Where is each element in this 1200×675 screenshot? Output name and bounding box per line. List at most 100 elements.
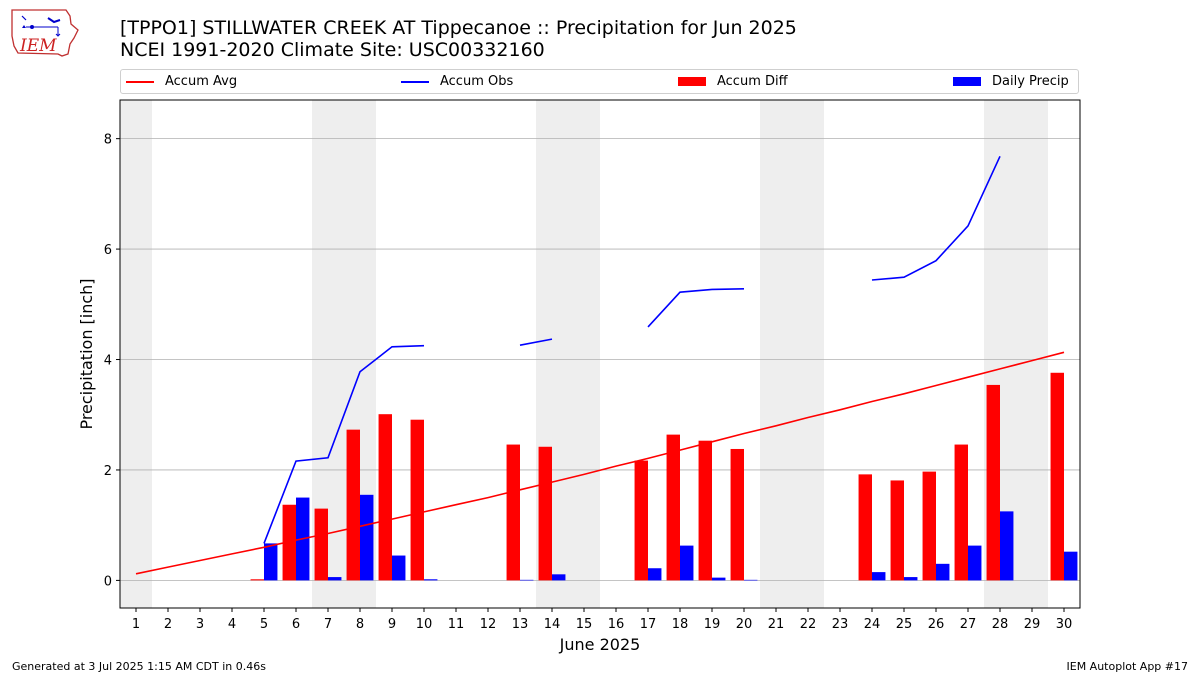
x-tick-label-29: 29 <box>1024 617 1041 632</box>
x-tick-label-30: 30 <box>1056 617 1073 632</box>
bar-daily-precip-day-20 <box>744 579 758 581</box>
bar-daily-precip-day-5 <box>264 543 278 581</box>
x-tick-label-12: 12 <box>480 617 497 632</box>
bar-accum-diff-day-30 <box>1050 372 1064 581</box>
y-tick-label-2: 2 <box>104 464 112 479</box>
bar-accum-diff-day-20 <box>730 448 744 581</box>
weekend-shading <box>120 100 1048 608</box>
x-tick-label-16: 16 <box>608 617 625 632</box>
x-tick-label-27: 27 <box>960 617 977 632</box>
x-tick-label-5: 5 <box>260 617 268 632</box>
x-tick-label-14: 14 <box>544 617 561 632</box>
bar-accum-diff-day-18 <box>666 434 680 581</box>
legend-item-accum-diff: Accum Diff <box>678 70 788 93</box>
x-tick-label-4: 4 <box>228 617 236 632</box>
x-tick-label-9: 9 <box>388 617 396 632</box>
x-tick-label-26: 26 <box>928 617 945 632</box>
logo-text: IEM <box>19 36 57 56</box>
line-accum-obs-segment-2 <box>647 288 745 328</box>
bar-daily-precip-day-8 <box>360 494 374 581</box>
bar-daily-precip-day-7 <box>328 577 342 581</box>
bar-accum-diff-day-28 <box>986 384 1000 581</box>
footer-app-text: IEM Autoplot App #17 <box>1066 660 1189 673</box>
bar-daily-precip-day-26 <box>936 563 950 581</box>
legend-swatch-accum-obs <box>401 80 429 83</box>
y-tick-label-8: 8 <box>104 133 112 148</box>
chart-subtitle: NCEI 1991-2020 Climate Site: USC00332160 <box>120 39 545 61</box>
chart-title-block: [TPPO1] STILLWATER CREEK AT Tippecanoe :… <box>120 17 797 61</box>
x-tick-label-15: 15 <box>576 617 593 632</box>
x-tick-label-25: 25 <box>896 617 913 632</box>
x-tick-label-20: 20 <box>736 617 753 632</box>
bar-daily-precip-day-17 <box>648 568 662 581</box>
bar-accum-diff-day-14 <box>538 446 552 581</box>
weekend-shade-day-29 <box>1016 100 1048 608</box>
footer-generated-text: Generated at 3 Jul 2025 1:15 AM CDT in 0… <box>12 660 266 673</box>
y-tick-label-0: 0 <box>104 574 112 589</box>
legend-item-daily-precip: Daily Precip <box>953 70 1069 93</box>
line-accum-avg-segment-0 <box>135 351 1065 575</box>
bar-accum-diff-day-10 <box>410 419 424 581</box>
iem-logo: IEM <box>11 9 79 57</box>
bar-accum-diff-day-19 <box>698 440 712 581</box>
legend-item-accum-avg: Accum Avg <box>126 70 237 93</box>
x-tick-label-7: 7 <box>324 617 332 632</box>
x-tick-label-3: 3 <box>196 617 204 632</box>
bar-accum-diff-day-8 <box>346 429 360 581</box>
y-axis-label: Precipitation [inch] <box>77 278 96 429</box>
chart-legend: Accum Avg Accum Obs Accum Diff Daily Pre… <box>120 69 1079 94</box>
bar-accum-diff-day-6 <box>282 504 296 581</box>
line-accum-obs-segment-0 <box>263 344 425 544</box>
y-tick-label-6: 6 <box>104 243 112 258</box>
plot-frame <box>119 99 1081 609</box>
legend-item-accum-obs: Accum Obs <box>401 70 513 93</box>
bar-daily-precip-day-25 <box>904 577 918 581</box>
x-tick-label-18: 18 <box>672 617 689 632</box>
x-tick-label-1: 1 <box>132 617 140 632</box>
lines <box>135 155 1065 575</box>
x-tick-label-10: 10 <box>416 617 433 632</box>
legend-label-accum-diff: Accum Diff <box>717 74 788 89</box>
weekend-shade-day-21 <box>760 100 792 608</box>
legend-label-accum-obs: Accum Obs <box>440 74 514 89</box>
weekend-shade-day-1 <box>120 100 152 608</box>
bar-daily-precip-day-28 <box>1000 511 1014 581</box>
bar-daily-precip-day-13 <box>520 579 534 581</box>
bar-accum-diff-day-9 <box>378 414 392 581</box>
bar-daily-precip-day-27 <box>968 545 982 581</box>
x-tick-label-6: 6 <box>292 617 300 632</box>
x-tick-label-28: 28 <box>992 617 1009 632</box>
y-tick-label-4: 4 <box>104 354 112 369</box>
bar-accum-diff-day-24 <box>858 474 872 581</box>
bar-daily-precip-day-19 <box>712 577 726 581</box>
legend-swatch-accum-diff <box>678 77 706 86</box>
legend-swatch-accum-avg <box>126 80 154 83</box>
bar-accum-diff-day-7 <box>314 508 328 581</box>
bar-accum-diff-day-17 <box>634 460 648 581</box>
bar-accum-diff-day-27 <box>954 444 968 581</box>
bar-accum-diff-day-25 <box>890 480 904 581</box>
legend-swatch-daily-precip <box>953 77 981 86</box>
bar-daily-precip-day-30 <box>1064 551 1078 581</box>
x-tick-label-2: 2 <box>164 617 172 632</box>
bar-accum-diff-day-5 <box>250 579 264 581</box>
bar-accum-diff-day-13 <box>506 444 520 581</box>
bar-accum-diff-day-26 <box>922 471 936 581</box>
x-tick-label-13: 13 <box>512 617 529 632</box>
x-axis-label: June 2025 <box>559 635 641 654</box>
chart-title: [TPPO1] STILLWATER CREEK AT Tippecanoe :… <box>120 17 797 39</box>
iowa-state-outline-icon <box>11 9 79 57</box>
line-accum-obs-segment-3 <box>871 155 1001 281</box>
x-tick-label-8: 8 <box>356 617 364 632</box>
bars <box>250 372 1078 581</box>
x-tick-label-11: 11 <box>448 617 465 632</box>
line-accum-obs-segment-1 <box>519 338 553 346</box>
x-tick-label-23: 23 <box>832 617 849 632</box>
x-tick-label-24: 24 <box>864 617 881 632</box>
bar-daily-precip-day-24 <box>872 572 886 581</box>
x-tick-label-21: 21 <box>768 617 785 632</box>
bar-daily-precip-day-10 <box>424 579 438 581</box>
legend-label-accum-avg: Accum Avg <box>165 74 238 89</box>
